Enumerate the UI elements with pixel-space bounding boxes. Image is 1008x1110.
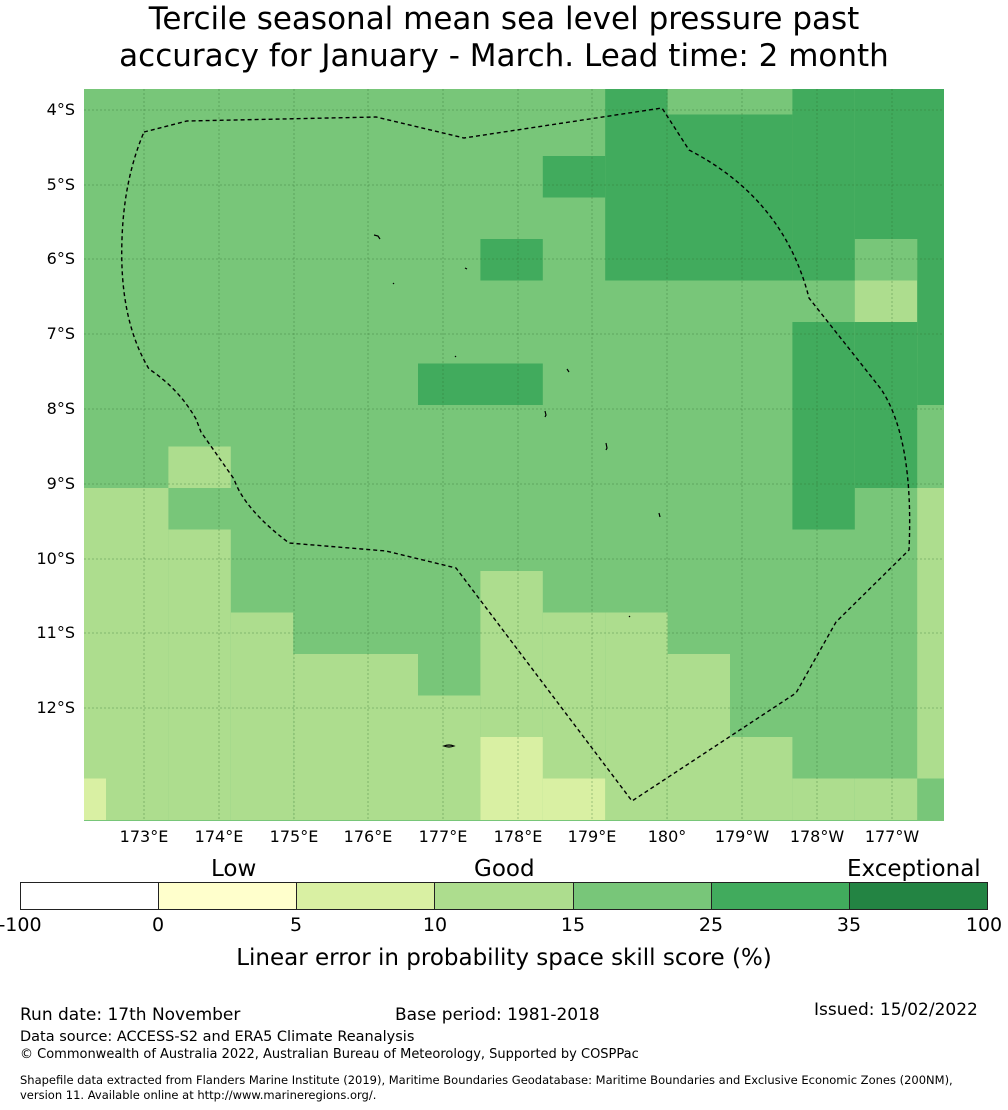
legend-category-exceptional: Exceptional (847, 856, 981, 882)
colorbar-label: Linear error in probability space skill … (236, 945, 772, 971)
island-marker (628, 615, 631, 618)
skill-cell (84, 778, 106, 820)
run-date: Run date: 17th November (20, 1005, 241, 1025)
colorbar-swatch (159, 883, 298, 909)
skill-cell (917, 488, 944, 779)
skill-cell (168, 446, 231, 488)
colorbar-tick: -100 (0, 914, 42, 936)
colorbar-tick: 0 (151, 914, 165, 936)
skill-cell (605, 612, 668, 820)
colorbar-swatch (435, 883, 574, 909)
shapefile-credit-line-2: version 11. Available online at http://w… (20, 1088, 377, 1102)
skill-cell (84, 488, 169, 820)
base-period: Base period: 1981-2018 (395, 1005, 600, 1025)
island-markers (373, 234, 661, 748)
skill-cell (418, 695, 481, 820)
island-marker (566, 368, 570, 373)
colorbar-swatch (21, 883, 160, 909)
skill-cell (542, 156, 606, 198)
lat-label-8s: 8°S (46, 399, 75, 418)
skill-cell (854, 322, 918, 488)
colorbar (20, 882, 988, 910)
skill-score-map (84, 89, 944, 821)
island-marker (373, 234, 381, 240)
lon-label-177e: 177°E (418, 827, 468, 846)
colorbar-tick: 15 (560, 914, 586, 936)
legend-category-good: Good (474, 856, 535, 882)
lat-label-12s: 12°S (36, 698, 75, 717)
island-marker (392, 282, 395, 285)
lat-label-9s: 9°S (46, 474, 75, 493)
skill-cell (854, 778, 918, 820)
skill-cell (667, 654, 730, 820)
lon-label-180: 180° (647, 827, 687, 846)
colorbar-tick: 5 (289, 914, 303, 936)
lat-label-6s: 6°S (46, 249, 75, 268)
lon-label-179e: 179°E (567, 827, 617, 846)
colorbar-swatch (849, 883, 987, 909)
colorbar-swatch (297, 883, 436, 909)
lon-label-175e: 175°E (269, 827, 319, 846)
skill-cell (792, 89, 855, 281)
island-marker (605, 442, 608, 451)
lat-label-11s: 11°S (36, 623, 75, 642)
title-line-2: accuracy for January - March. Lead time:… (119, 38, 889, 74)
skill-cell (792, 322, 855, 530)
lon-label-174e: 174°E (194, 827, 244, 846)
skill-cell (418, 363, 543, 405)
island-marker (544, 410, 547, 418)
colorbar-tick: 10 (422, 914, 448, 936)
colorbar-swatch (711, 883, 850, 909)
colorbar-tick: 100 (965, 914, 1003, 936)
island-marker (454, 355, 457, 358)
island-marker (442, 744, 456, 748)
lat-label-10s: 10°S (36, 549, 75, 568)
lon-label-178w: 178°W (789, 827, 845, 846)
eez-boundary (121, 107, 911, 802)
skill-cell (605, 89, 668, 115)
shapefile-credit-line-1: Shapefile data extracted from Flanders M… (20, 1073, 953, 1087)
lon-label-176e: 176°E (343, 827, 393, 846)
skill-cell (480, 737, 543, 820)
lon-label-179w: 179°W (714, 827, 770, 846)
lon-label-177w: 177°W (864, 827, 920, 846)
skill-cell (293, 654, 418, 820)
skill-cell (542, 778, 606, 820)
skill-cells (84, 89, 944, 820)
legend-category-low: Low (211, 856, 257, 882)
island-marker (658, 512, 661, 518)
skill-cell (605, 114, 793, 281)
skill-cell (230, 612, 294, 820)
copyright: © Commonwealth of Australia 2022, Austra… (20, 1047, 639, 1062)
lon-label-173e: 173°E (119, 827, 169, 846)
lat-label-7s: 7°S (46, 324, 75, 343)
skill-cell (854, 89, 944, 239)
skill-cell (917, 239, 944, 405)
lat-label-4s: 4°S (46, 100, 75, 119)
island-marker (464, 267, 468, 270)
colorbar-tick: 25 (698, 914, 724, 936)
gridlines (84, 89, 944, 821)
colorbar-tick: 35 (836, 914, 862, 936)
skill-cell (730, 737, 793, 820)
title-line-1: Tercile seasonal mean sea level pressure… (148, 1, 860, 37)
skill-cell (792, 778, 855, 820)
colorbar-swatch (573, 883, 712, 909)
data-source: Data source: ACCESS-S2 and ERA5 Climate … (20, 1029, 415, 1045)
lat-label-5s: 5°S (46, 175, 75, 194)
issued-date: Issued: 15/02/2022 (814, 1000, 978, 1020)
skill-cell (480, 239, 543, 281)
skill-cell (168, 529, 231, 820)
lon-label-178e: 178°E (493, 827, 543, 846)
